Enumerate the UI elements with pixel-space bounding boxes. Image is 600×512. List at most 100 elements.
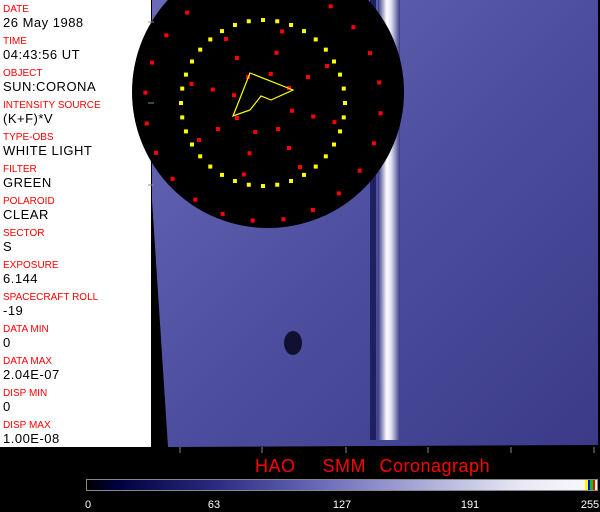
colorbar-end-markers <box>585 480 595 490</box>
field-time: TIME 04:43:56 UT <box>3 36 80 62</box>
field-value: WHITE LIGHT <box>3 143 93 158</box>
grid-dot-outer <box>220 211 225 216</box>
field-value: 0 <box>3 335 11 350</box>
grid-dot-outer <box>377 80 382 85</box>
grid-dot-inner <box>179 101 183 105</box>
colorbar-tick-label: 0 <box>84 499 92 511</box>
grid-dot-inner <box>341 115 346 120</box>
field-spacecraft-roll: SPACECRAFT ROLL -19 <box>3 292 98 318</box>
grid-dot-radial <box>274 50 279 55</box>
grid-dot-outer <box>185 10 190 15</box>
grid-dot-radial <box>232 93 237 98</box>
grid-dot-radial <box>224 36 228 41</box>
field-type-obs: TYPE-OBS WHITE LIGHT <box>3 132 92 158</box>
field-value: S <box>3 239 13 254</box>
field-data-min: DATA MIN 0 <box>3 324 49 350</box>
grid-dot-inner <box>180 115 185 120</box>
grid-dot-inner <box>189 142 194 147</box>
grid-dot-inner <box>189 59 194 64</box>
field-disp-max: DISP MAX 1.00E-08 <box>3 420 60 446</box>
grid-dot-radial <box>196 138 201 142</box>
grid-dot-outer <box>170 176 175 181</box>
grid-dot-inner <box>261 184 265 188</box>
grid-dot-inner <box>332 142 337 147</box>
grid-dot-inner <box>343 101 347 105</box>
grid-dot-radial <box>306 75 311 79</box>
grid-dot-inner <box>323 154 328 159</box>
colorbar <box>86 479 598 491</box>
field-value: 1.00E-08 <box>3 431 60 446</box>
grid-dot-inner <box>289 23 294 28</box>
grid-dot-radial <box>241 172 246 177</box>
grid-dot-radial <box>210 87 215 92</box>
grid-dot-radial <box>289 108 294 113</box>
field-sector: SECTOR S <box>3 228 45 254</box>
field-value: 2.04E-07 <box>3 367 60 382</box>
field-disp-min: DISP MIN 0 <box>3 388 47 414</box>
grid-dot-inner <box>323 47 328 52</box>
field-value: GREEN <box>3 175 52 190</box>
field-label: TYPE-OBS <box>3 132 54 143</box>
field-value: CLEAR <box>3 207 49 222</box>
grid-dot-inner <box>246 19 251 24</box>
grid-dot-outer <box>378 111 383 116</box>
field-label: SPACECRAFT ROLL <box>3 292 99 303</box>
grid-dot-inner <box>180 86 185 91</box>
grid-dot-outer <box>193 197 198 202</box>
field-intensity-source: INTENSITY SOURCE (K+F)*V <box>3 100 101 126</box>
grid-dot-radial <box>280 29 285 34</box>
field-exposure: EXPOSURE 6.144 <box>3 260 59 286</box>
grid-dot-inner <box>332 59 337 64</box>
grid-dot-radial <box>189 81 194 86</box>
grid-dot-radial <box>247 151 252 156</box>
grid-dot-outer <box>144 121 149 126</box>
grid-dot-radial <box>287 146 291 151</box>
grid-dot-outer <box>336 191 341 196</box>
field-value: 26 May 1988 <box>3 15 84 30</box>
grid-dot-outer <box>154 150 159 155</box>
grid-dot-inner <box>246 182 251 187</box>
grid-dot-inner <box>183 129 188 134</box>
grid-dot-inner <box>275 19 280 24</box>
grid-dot-outer <box>328 4 333 9</box>
image-axis-ticks <box>148 21 595 453</box>
grid-dot-radial <box>311 114 316 119</box>
dark-streak <box>370 0 376 440</box>
field-label: FILTER <box>3 164 37 175</box>
field-label: DATA MAX <box>3 356 53 367</box>
grid-dot-inner <box>338 72 343 77</box>
grid-dot-inner <box>313 164 318 169</box>
colorbar-tick-label: 191 <box>460 499 480 511</box>
grid-dot-radial <box>253 129 258 134</box>
field-data-max: DATA MAX 2.04E-07 <box>3 356 60 382</box>
field-label: INTENSITY SOURCE <box>3 100 101 111</box>
grid-dot-outer <box>351 25 356 30</box>
grid-dot-radial <box>235 116 240 120</box>
field-label: TIME <box>3 36 27 47</box>
grid-dot-radial <box>332 120 337 125</box>
field-label: POLAROID <box>3 196 55 207</box>
colorbar-tick-label: 63 <box>207 499 221 511</box>
field-label: DATA MIN <box>3 324 49 335</box>
field-polaroid: POLAROID CLEAR <box>3 196 55 222</box>
field-label: EXPOSURE <box>3 260 59 271</box>
field-object: OBJECT SUN:CORONA <box>3 68 96 94</box>
field-filter: FILTER GREEN <box>3 164 52 190</box>
grid-dot-radial <box>325 64 330 68</box>
grid-dot-outer <box>357 168 362 173</box>
instrument-title: HAO SMM Coronagraph <box>255 456 491 476</box>
grid-dot-outer <box>281 217 286 222</box>
grid-dot-outer <box>250 218 255 223</box>
field-value: SUN:CORONA <box>3 79 97 94</box>
colorbar-tick-label: 255 <box>580 499 600 511</box>
grid-dot-outer <box>310 207 315 212</box>
field-value: 04:43:56 UT <box>3 47 81 62</box>
field-date: DATE 26 May 1988 <box>3 4 84 30</box>
grid-dot-outer <box>371 141 376 146</box>
grid-dot-radial <box>276 126 280 131</box>
info-sidebar: DATE 26 May 1988 TIME 04:43:56 UT OBJECT SUN:… <box>0 0 151 447</box>
pointer-triangle <box>231 72 295 118</box>
grid-dot-inner <box>198 47 203 52</box>
field-value: (K+F)*V <box>3 111 54 126</box>
